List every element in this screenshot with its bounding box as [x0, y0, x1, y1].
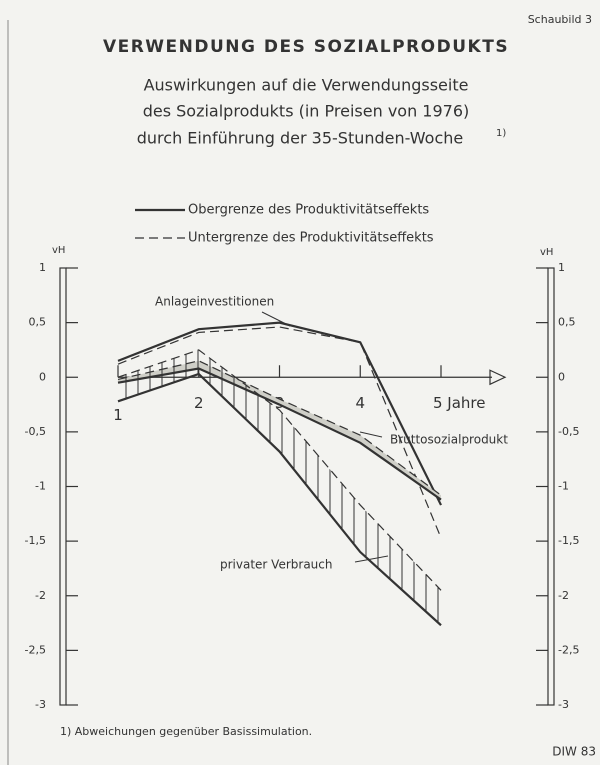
line-lower [117, 360, 442, 496]
y-tick-label: 1 [558, 261, 565, 274]
x-tick-label: 1 [113, 406, 123, 424]
left-axis-bar [59, 267, 67, 706]
x-tick-label: 2 [194, 394, 204, 412]
y-tick-label: -2,5 [558, 643, 579, 656]
y-tick-label: -1,5 [558, 534, 579, 547]
line-upper [117, 372, 442, 627]
y-tick-label: 0 [558, 370, 565, 383]
y-tick-label: -3 [35, 698, 46, 711]
footnote-marker: 1) [496, 128, 506, 139]
line-upper [117, 321, 442, 506]
figure-label: Schaubild 3 [528, 13, 592, 26]
footnote: 1) Abweichungen gegenüber Basissimulatio… [60, 725, 312, 738]
x-tick-label: 4 [355, 394, 365, 412]
line-label: Anlageinvestitionen [155, 295, 274, 309]
subtitle: durch Einführung der 35-Stunden-Woche [137, 129, 463, 148]
right-axis-bar [547, 267, 555, 706]
y-tick-label: -2 [558, 589, 569, 602]
line-lower [117, 326, 442, 539]
y-tick-label: -0,5 [558, 425, 579, 438]
legend-label: Untergrenze des Produktivitätseffekts [188, 231, 434, 246]
y-tick-label: -3 [558, 698, 569, 711]
line-label: Bruttosozialprodukt [390, 433, 508, 447]
y-tick-label: -1 [558, 480, 569, 493]
y-tick-label: 0,5 [29, 316, 47, 329]
y-tick-label: 0,5 [558, 316, 576, 329]
x-tick-label: 5 Jahre [433, 394, 486, 412]
y-tick-label: -1,5 [25, 534, 46, 547]
leader [261, 311, 291, 327]
y-axis-label: vH [540, 247, 553, 258]
source: DIW 83 [552, 745, 596, 759]
band [118, 349, 441, 626]
y-tick-label: -2 [35, 589, 46, 602]
subtitle: des Sozialprodukts (in Preisen von 1976) [143, 102, 470, 121]
y-tick-label: -0,5 [25, 425, 46, 438]
y-tick-label: -2,5 [25, 643, 46, 656]
y-tick-label: -1 [35, 480, 46, 493]
y-tick-label: 0 [39, 370, 46, 383]
y-axis-label: vH [52, 245, 65, 256]
legend-label: Obergrenze des Produktivitätseffekts [188, 203, 429, 218]
leader [359, 431, 383, 438]
leader [354, 555, 389, 563]
x-axis-arrow [489, 369, 507, 386]
subtitle: Auswirkungen auf die Verwendungsseite [144, 76, 469, 95]
line-lower [117, 349, 442, 591]
line-label: privater Verbrauch [220, 558, 332, 572]
y-tick-label: 1 [39, 261, 46, 274]
chart-title: VERWENDUNG DES SOZIALPRODUKTS [103, 37, 509, 57]
